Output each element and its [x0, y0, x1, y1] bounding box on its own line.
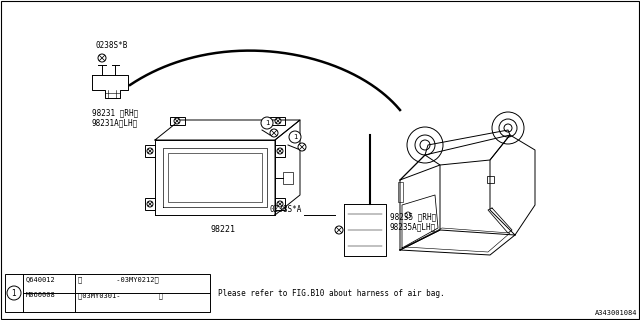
Circle shape	[407, 127, 443, 163]
Bar	[170, 117, 185, 125]
Circle shape	[270, 129, 278, 137]
Text: Q640012: Q640012	[26, 276, 56, 282]
Circle shape	[174, 118, 180, 124]
Text: 98221: 98221	[211, 225, 236, 234]
Bar	[145, 198, 155, 210]
Bar	[5, 274, 210, 312]
Bar	[270, 117, 285, 125]
Circle shape	[7, 286, 21, 300]
Circle shape	[335, 226, 343, 234]
Text: 98231 〈RH〉
98231A〈LH〉: 98231 〈RH〉 98231A〈LH〉	[92, 108, 138, 127]
Circle shape	[277, 148, 283, 154]
Bar	[275, 145, 285, 157]
Text: 98235 〈RH〉
98235A〈LH〉: 98235 〈RH〉 98235A〈LH〉	[390, 212, 436, 232]
Circle shape	[147, 148, 153, 154]
Circle shape	[98, 54, 106, 62]
Text: 1: 1	[12, 289, 17, 298]
Text: 〰03MY0301-         〉: 〰03MY0301- 〉	[78, 292, 163, 299]
Bar	[275, 198, 285, 210]
Circle shape	[289, 131, 301, 143]
Text: 0238S*A: 0238S*A	[269, 205, 302, 214]
Text: 0238S*B: 0238S*B	[95, 41, 127, 50]
Text: M060008: M060008	[26, 292, 56, 298]
Text: Please refer to FIG.B10 about harness of air bag.: Please refer to FIG.B10 about harness of…	[218, 289, 445, 298]
Circle shape	[275, 118, 281, 124]
Circle shape	[147, 201, 153, 207]
Text: A343001084: A343001084	[595, 310, 637, 316]
Circle shape	[298, 143, 306, 151]
Bar	[487, 176, 494, 183]
Bar	[398, 182, 403, 202]
Circle shape	[405, 212, 411, 218]
Bar	[145, 145, 155, 157]
Bar	[283, 172, 293, 183]
Circle shape	[415, 135, 435, 155]
Circle shape	[499, 119, 517, 137]
Circle shape	[261, 117, 273, 129]
Text: 1: 1	[265, 120, 269, 126]
Circle shape	[504, 124, 512, 132]
Bar	[168, 153, 262, 202]
Circle shape	[277, 201, 283, 207]
Text: 〈        -03MY0212〉: 〈 -03MY0212〉	[78, 276, 159, 283]
Circle shape	[420, 140, 430, 150]
Text: 1: 1	[292, 134, 297, 140]
Circle shape	[492, 112, 524, 144]
